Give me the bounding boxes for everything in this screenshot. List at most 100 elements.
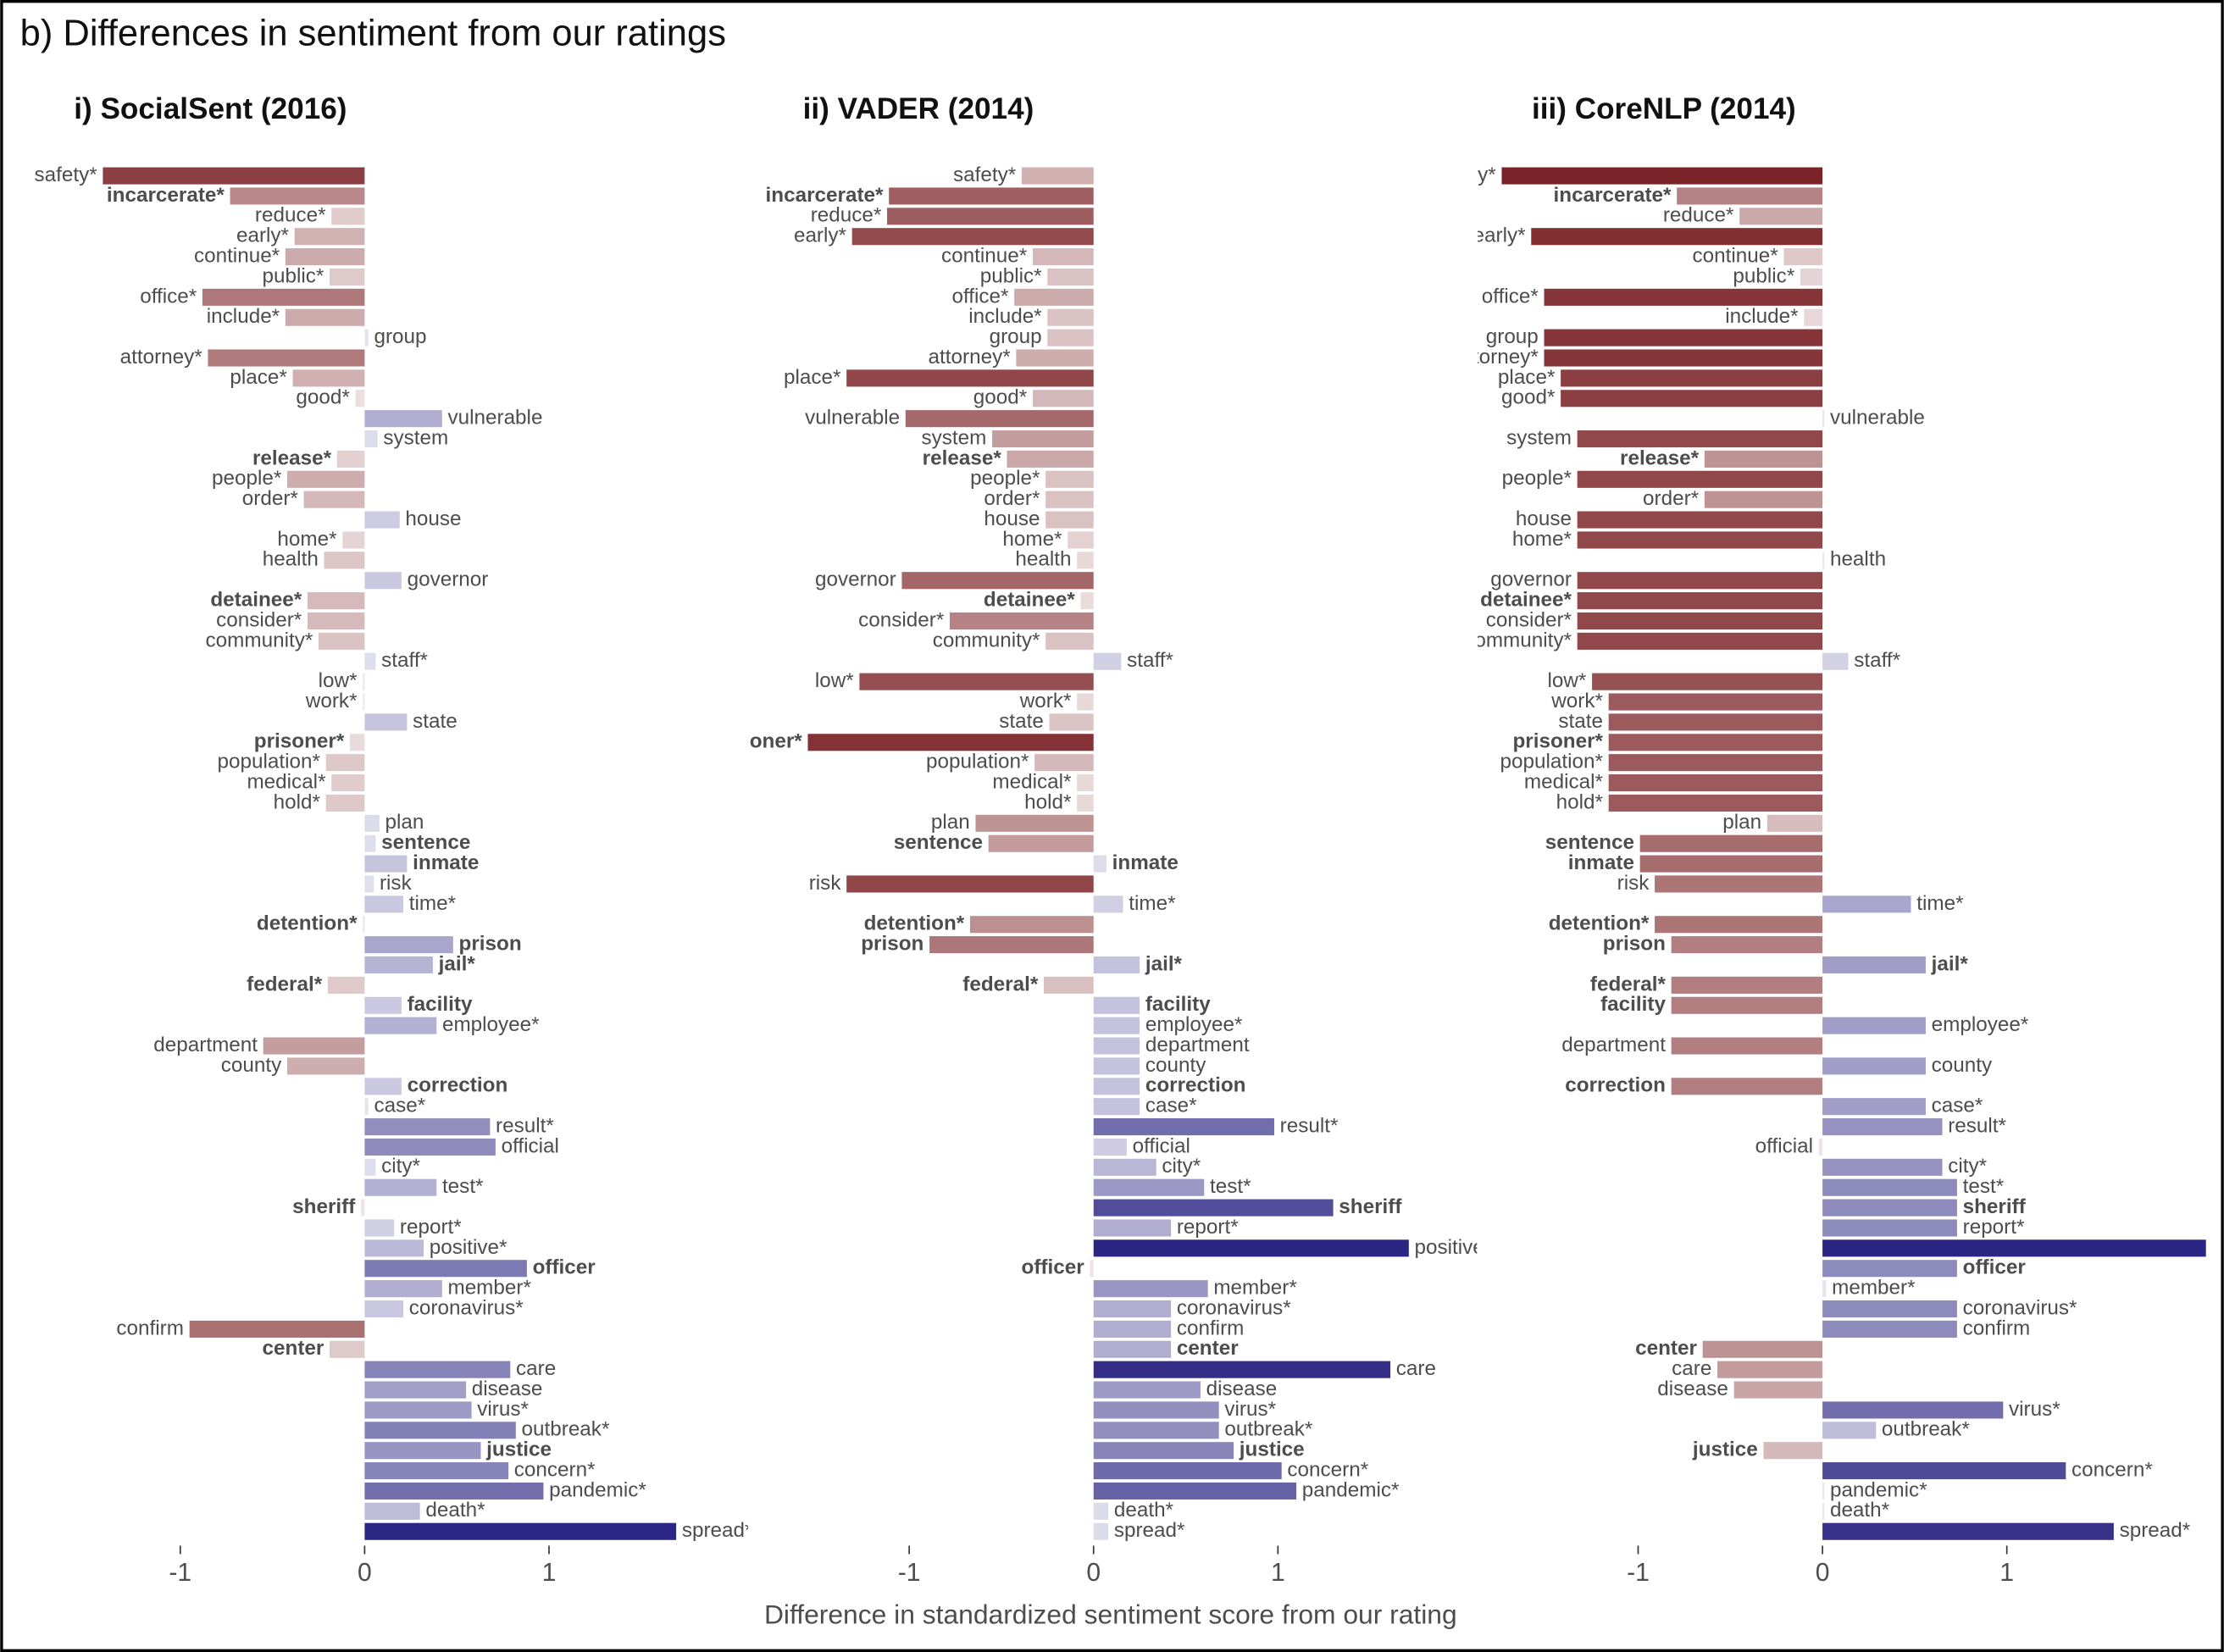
bar-label: continue* (194, 244, 280, 267)
bar-label: care (516, 1357, 556, 1380)
bar-label: plan (931, 811, 970, 834)
bar (1822, 1199, 1957, 1217)
bar-label: case* (1145, 1095, 1197, 1117)
bar (1608, 734, 1823, 751)
bar-label: people* (1502, 467, 1572, 490)
bar (189, 1320, 365, 1338)
bar-label: spread* (682, 1519, 753, 1542)
bar-label: confirm (1177, 1317, 1245, 1339)
bar (1822, 1502, 1825, 1520)
x-tick-label: 0 (1816, 1559, 1830, 1587)
x-tick-label: -1 (1627, 1559, 1650, 1587)
bar (325, 794, 365, 812)
bar (1592, 673, 1823, 690)
bar (1093, 1098, 1140, 1116)
bar (1822, 1057, 1926, 1075)
bar-label: state (999, 710, 1044, 733)
bar (1702, 1340, 1823, 1358)
bar (901, 572, 1094, 590)
bar-label: official (1755, 1134, 1813, 1157)
bar (1093, 1178, 1205, 1196)
bar-label: safety* (1434, 164, 1497, 186)
bar-label: prisoner* (1512, 730, 1603, 753)
bar-label: sentence (1545, 831, 1634, 854)
bar (1049, 713, 1094, 731)
panel: safety* incarcerate* reduce*early*continue… (35, 164, 753, 1542)
x-axis-label: Difference in standardized sentiment sco… (764, 1599, 1457, 1630)
bar (1045, 632, 1094, 650)
bar (1093, 1037, 1140, 1055)
bar (851, 228, 1094, 246)
bar-label: attorney* (120, 346, 203, 369)
bar-label: office* (951, 285, 1009, 308)
bar-label: hold* (274, 790, 321, 813)
bar (1608, 754, 1823, 772)
bar (1717, 1361, 1823, 1378)
bar (1093, 1280, 1208, 1298)
bar (364, 1401, 472, 1419)
bar (1822, 1401, 2004, 1419)
bar-label: member* (1213, 1277, 1297, 1300)
bar-label: system (922, 426, 987, 449)
x-tick-label: -1 (169, 1559, 191, 1587)
bar (1093, 1219, 1172, 1237)
panel-title: i) SocialSent (2016) (74, 92, 347, 125)
bar (1822, 1158, 1943, 1176)
bar (318, 632, 365, 650)
bar (969, 916, 1094, 934)
panel-title: ii) VADER (2014) (803, 92, 1034, 125)
bar (364, 1239, 424, 1257)
bar-label: prison (861, 933, 923, 956)
bar (1822, 956, 1926, 974)
bar-label: department (153, 1034, 258, 1056)
bar-label: test* (1963, 1175, 2005, 1198)
bar-label: reduce* (255, 204, 326, 227)
bar (1608, 794, 1823, 812)
bar (364, 855, 408, 873)
bar (364, 1502, 420, 1520)
bar (330, 1340, 365, 1358)
bar (342, 531, 365, 549)
bar (331, 774, 365, 792)
bar-label: pandemic* (1302, 1478, 1400, 1501)
bar (1822, 552, 1825, 569)
bar (1093, 1340, 1172, 1358)
bar (1671, 1078, 1823, 1095)
bar (1043, 976, 1094, 994)
bar (950, 612, 1094, 630)
bar (1577, 531, 1823, 549)
bar-label: spread* (1114, 1519, 1185, 1542)
bar (1093, 1482, 1297, 1500)
bar (889, 187, 1094, 205)
bar-label: concern* (1287, 1458, 1368, 1481)
bar-label: early* (1473, 225, 1527, 247)
bar-label: community* (206, 629, 313, 651)
bar (1093, 1199, 1334, 1217)
bar-label: staff* (381, 649, 428, 672)
bar (1093, 1442, 1234, 1460)
bar-label: member* (1832, 1277, 1916, 1300)
bar-label: pandemic* (1830, 1478, 1927, 1501)
bar (364, 1300, 404, 1318)
bar-label: county (1145, 1054, 1206, 1077)
bar (1093, 1017, 1140, 1034)
bar-label: risk (1617, 872, 1650, 895)
bar (349, 734, 365, 751)
x-tick-label: 1 (1271, 1559, 1285, 1587)
bar (364, 1522, 677, 1540)
bar-label: detainee* (1480, 589, 1572, 612)
bar (364, 936, 453, 954)
bar-label: health (1015, 548, 1071, 571)
bar (1577, 592, 1823, 610)
bar-label: outbreak* (1224, 1418, 1312, 1441)
bar (1093, 1239, 1409, 1257)
bar-label: justice (1239, 1439, 1305, 1461)
bar (364, 1482, 544, 1500)
bar (1093, 895, 1123, 913)
bar-label: coronavirus* (1177, 1296, 1291, 1319)
bar-label: center (1177, 1337, 1239, 1360)
bar (364, 996, 402, 1014)
bar-label: consider* (216, 608, 302, 631)
bar-label: concern* (2071, 1458, 2153, 1481)
bar-label: detainee* (984, 589, 1075, 612)
